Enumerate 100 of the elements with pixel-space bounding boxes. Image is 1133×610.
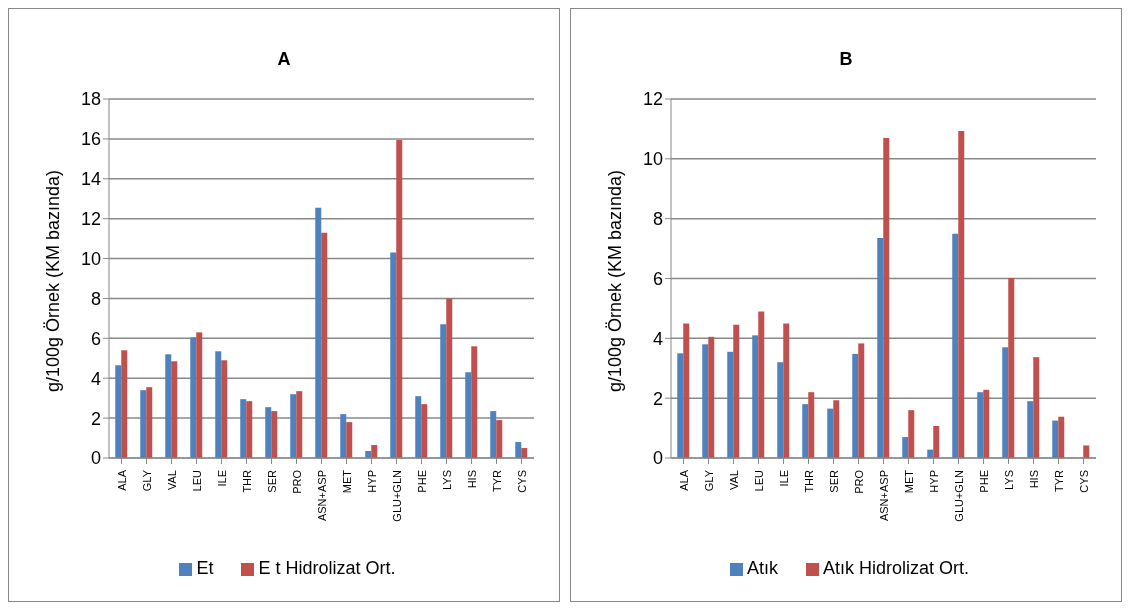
bar [852,353,859,458]
bar [196,332,203,458]
bar [521,448,528,458]
legend-label: Et [196,558,214,578]
bar [121,350,128,458]
x-tick-label: ALA [115,469,128,491]
bar [958,131,965,458]
y-tick-label: 12 [642,89,663,110]
x-tick-label: PHE [977,470,990,493]
x-tick-label: GLU+GLN [952,469,965,522]
bar [983,389,990,458]
bar [708,336,715,458]
y-tick-label: 6 [90,328,101,349]
bar [246,401,253,458]
bar [933,425,940,458]
x-tick-label: MET [340,469,353,494]
x-tick-label: VAL [165,470,178,490]
y-tick-label: 4 [652,328,663,349]
bar [733,324,740,458]
y-tick-label: 18 [80,89,101,110]
x-tick-label: GLY [702,469,715,492]
x-tick-label: TYR [490,469,503,492]
x-tick-label: CYS [1077,470,1090,493]
bar [515,442,522,458]
x-tick-label: MET [902,469,915,494]
bar [315,207,322,458]
x-tick-label: HYP [927,470,940,493]
x-tick-label: THR [240,469,253,493]
bar [1008,277,1015,458]
chart-title: B [838,49,854,70]
bar [271,411,278,458]
bar [415,396,422,458]
x-tick-label: ALA [677,469,690,491]
bar [833,400,840,458]
bar [115,365,122,458]
bar [777,362,784,458]
bar [421,404,428,458]
x-tick-label: HIS [465,470,478,489]
bar [396,139,403,458]
bar [1058,416,1065,458]
bar [858,343,865,458]
bar [902,437,909,458]
y-tick-label: 14 [80,169,101,190]
bar [727,351,734,458]
bar [240,399,247,458]
bar [758,311,765,458]
y-tick-label: 16 [80,129,101,150]
bar [977,392,984,458]
bar [215,351,222,458]
bar [677,353,684,458]
x-tick-label: PRO [852,469,865,494]
bar [465,372,472,458]
y-axis-title: g/100g Örnek (KM bazında) [604,169,626,393]
y-tick-label: 4 [90,368,101,389]
bar [471,346,478,458]
bar [321,232,328,458]
bar [165,354,172,458]
x-tick-label: HYP [365,470,378,493]
x-tick-label: SER [827,469,840,493]
x-tick-label: HIS [1027,470,1040,489]
bar [752,335,759,458]
x-tick-label: CYS [515,470,528,493]
y-tick-label: 8 [652,209,663,230]
bar [440,324,447,458]
y-tick-label: 12 [80,209,101,230]
bar [908,410,915,458]
bar [683,323,690,458]
bar [883,137,890,458]
y-tick-label: 10 [642,149,663,170]
x-tick-label: GLU+GLN [390,469,403,522]
x-tick-label: TYR [1052,469,1065,492]
x-tick-label: LEU [752,469,765,492]
x-tick-label: PRO [290,469,303,494]
x-tick-label: ILE [215,470,228,487]
bar [802,404,809,458]
x-tick-label: THR [802,469,815,493]
bar [808,392,815,458]
bar [221,360,228,458]
legend-label: E t Hidrolizat Ort. [258,558,396,578]
y-axis-title: g/100g Örnek (KM bazında) [42,169,64,393]
bar [877,238,884,458]
y-tick-label: 2 [652,388,663,409]
bar [290,394,297,458]
chart-title: A [276,49,292,70]
bar [171,361,178,458]
bar [140,390,147,458]
bar [390,252,397,458]
bar [1002,347,1009,458]
y-tick-label: 8 [90,288,101,309]
bar [340,414,347,458]
legend-label: Atık Hidrolizat Ort. [822,558,970,578]
x-tick-label: SER [265,469,278,493]
bar [490,411,497,458]
x-tick-label: ILE [777,470,790,487]
x-tick-label: ASN+ASP [315,470,328,522]
bar [496,420,503,458]
bar [783,323,790,458]
bar [1052,420,1059,458]
x-tick-label: LEU [190,469,203,492]
bar [346,422,353,458]
